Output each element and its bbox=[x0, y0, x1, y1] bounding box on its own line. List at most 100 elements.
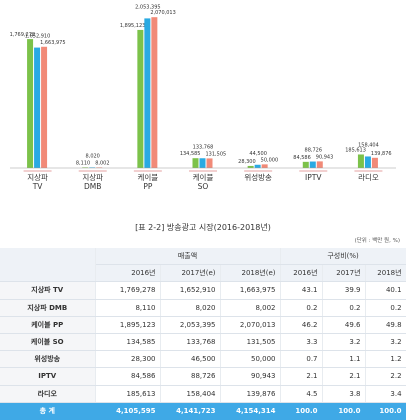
bar bbox=[206, 158, 213, 168]
x-tick-label: 지상파 TV bbox=[27, 172, 48, 191]
table-cell: 8,110 bbox=[95, 299, 161, 317]
table-cell: 185,613 bbox=[95, 385, 161, 403]
bar bbox=[309, 161, 316, 168]
bar bbox=[34, 47, 41, 168]
year-header: 2016년 bbox=[95, 264, 161, 283]
table-cell: 2,070,013 bbox=[220, 316, 281, 334]
table-cell: 1,895,123 bbox=[95, 316, 161, 334]
table-row: 지상파 DMB 8,110 8,020 8,002 0.2 0.2 0.2 bbox=[0, 299, 406, 317]
x-tick-label: IPTV bbox=[305, 173, 322, 182]
table-cell: 3.8 bbox=[322, 385, 366, 403]
table-cell: 8,002 bbox=[220, 299, 281, 317]
table-cell: 100.0 bbox=[365, 402, 406, 420]
table-cell: 0.7 bbox=[280, 350, 323, 369]
data-table: 매출액 구성비(%) 2016년 2017년(e) 2018년(e) 2016년 2017년… bbox=[0, 248, 406, 420]
table-cell: 90,943 bbox=[220, 367, 281, 386]
value-label: 134,585 bbox=[180, 151, 201, 157]
value-label: 139,876 bbox=[371, 151, 392, 157]
bar bbox=[199, 158, 206, 168]
year-header: 2017년 bbox=[322, 264, 366, 283]
table-cell: 1,652,910 bbox=[160, 281, 221, 300]
bar bbox=[137, 29, 144, 168]
table-cell: 84,586 bbox=[95, 367, 161, 386]
table-cell: 2.1 bbox=[280, 367, 323, 386]
table-cell: 3.2 bbox=[365, 333, 406, 352]
x-tick-label: 케이블 SO bbox=[193, 172, 214, 191]
table-row: 지상파 TV 1,769,278 1,652,910 1,663,975 43.1 39.… bbox=[0, 281, 406, 300]
table-cell: 49.8 bbox=[365, 316, 406, 334]
bar bbox=[254, 164, 261, 168]
table-cell: 100.0 bbox=[280, 402, 323, 420]
value-label: 1,652,910 bbox=[25, 34, 50, 40]
bar bbox=[151, 17, 158, 168]
row-label: 케이블 PP bbox=[0, 316, 96, 334]
bar bbox=[89, 167, 96, 168]
table-cell: 40.1 bbox=[365, 281, 406, 300]
table-row: 케이블 PP 1,895,123 2,053,395 2,070,013 46.2 49.… bbox=[0, 316, 406, 334]
value-label: 1,663,975 bbox=[40, 40, 65, 46]
table-cell: 4.5 bbox=[280, 385, 323, 403]
value-label: 2,070,013 bbox=[150, 10, 175, 16]
x-tick-label: 케이블 PP bbox=[138, 172, 159, 191]
table-row: IPTV 84,586 88,726 90,943 2.1 2.1 2.2 bbox=[0, 367, 406, 386]
table-cell: 43.1 bbox=[280, 281, 323, 300]
table-cell: 0.2 bbox=[280, 299, 323, 317]
table-cell: 139,876 bbox=[220, 385, 281, 403]
unit-note: (단위 : 백만 원, %) bbox=[354, 238, 400, 244]
table-cell: 3.2 bbox=[322, 333, 366, 352]
table-cell: 4,141,723 bbox=[160, 402, 221, 420]
table-cell: 1.1 bbox=[322, 350, 366, 369]
year-header: 2017년(e) bbox=[160, 264, 221, 283]
bar bbox=[41, 46, 48, 169]
table-cell: 133,768 bbox=[160, 333, 221, 352]
table-cell: 4,105,595 bbox=[95, 402, 161, 420]
value-label: 8,020 bbox=[86, 153, 100, 159]
value-label: 28,300 bbox=[238, 159, 256, 165]
bar bbox=[96, 167, 103, 168]
table-cell: 39.9 bbox=[322, 281, 366, 300]
table-caption: [표 2-2] 방송광고 시장(2016-2018년) bbox=[135, 223, 271, 232]
group-header: 구성비(%) bbox=[280, 248, 406, 266]
table-cell: 46.2 bbox=[280, 316, 323, 334]
value-label: 88,726 bbox=[305, 148, 323, 154]
value-label: 1,769,278 bbox=[10, 32, 35, 38]
value-label: 90,943 bbox=[316, 154, 334, 160]
value-label: 1,895,123 bbox=[120, 23, 145, 29]
x-tick-label: 지상파 DMB bbox=[82, 172, 103, 191]
table-row: 위성방송 28,300 46,500 50,000 0.7 1.1 1.2 bbox=[0, 350, 406, 369]
table-cell: 0.2 bbox=[322, 299, 366, 317]
value-label: 84,586 bbox=[293, 155, 311, 161]
year-header: 2016년 bbox=[280, 264, 323, 283]
table-cell: 88,726 bbox=[160, 367, 221, 386]
value-label: 131,505 bbox=[206, 151, 227, 157]
bar bbox=[192, 158, 199, 168]
table-cell: 46,500 bbox=[160, 350, 221, 369]
table-cell: 158,404 bbox=[160, 385, 221, 403]
value-label: 158,404 bbox=[358, 142, 379, 148]
table-cell: 49.6 bbox=[322, 316, 366, 334]
value-label: 2,053,395 bbox=[135, 4, 160, 10]
table-cell: 28,300 bbox=[95, 350, 161, 369]
row-label: 위성방송 bbox=[0, 350, 96, 369]
value-label: 8,002 bbox=[95, 160, 109, 166]
table-cell: 1,769,278 bbox=[95, 281, 161, 300]
table-row: 라디오 185,613 158,404 139,876 4.5 3.8 3.4 bbox=[0, 385, 406, 403]
x-tick-label: 라디오 bbox=[358, 173, 379, 182]
bar bbox=[27, 39, 34, 168]
value-label: 44,500 bbox=[249, 151, 267, 157]
row-label: IPTV bbox=[0, 367, 96, 386]
row-label: 지상파 TV bbox=[0, 281, 96, 300]
table-cell: 2.2 bbox=[365, 367, 406, 386]
header-empty bbox=[0, 248, 96, 283]
row-label: 총 계 bbox=[0, 402, 96, 420]
row-label: 라디오 bbox=[0, 385, 96, 403]
table-cell: 1.2 bbox=[365, 350, 406, 369]
table-row: 총 계 4,105,595 4,141,723 4,154,314 100.0 100.0… bbox=[0, 402, 406, 420]
table-cell: 3.3 bbox=[280, 333, 323, 352]
bar bbox=[371, 157, 378, 168]
bar bbox=[82, 167, 89, 168]
bar bbox=[364, 156, 371, 168]
table-cell: 100.0 bbox=[322, 402, 366, 420]
table-cell: 2,053,395 bbox=[160, 316, 221, 334]
